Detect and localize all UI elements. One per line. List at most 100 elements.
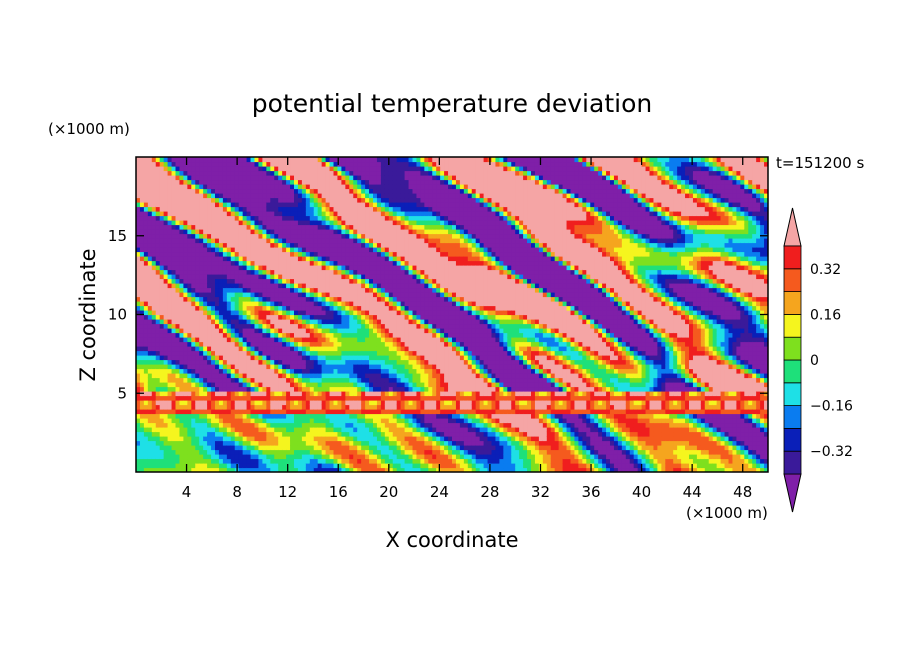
contour-cell <box>349 386 354 392</box>
contour-cell <box>266 247 271 253</box>
contour-cell <box>147 445 153 451</box>
contour-cell <box>215 175 220 181</box>
contour-cell <box>191 292 196 298</box>
contour-cell <box>317 373 323 379</box>
contour-cell <box>408 193 414 199</box>
contour-cell <box>313 364 319 370</box>
contour-cell <box>337 238 342 244</box>
contour-cell <box>246 229 252 235</box>
contour-cell <box>384 265 390 271</box>
contour-cell <box>151 400 157 406</box>
contour-cell <box>337 166 342 172</box>
contour-cell <box>282 215 287 221</box>
contour-cell <box>238 463 244 469</box>
contour-cell <box>238 355 244 361</box>
contour-cell <box>313 463 319 469</box>
contour-cell <box>294 463 299 469</box>
contour-cell <box>199 220 204 226</box>
contour-cell <box>199 256 204 262</box>
contour-cell <box>238 283 244 289</box>
contour-cell <box>392 337 398 343</box>
contour-cell <box>278 215 283 221</box>
contour-cell <box>345 188 350 194</box>
contour-cell <box>404 436 410 442</box>
contour-cell <box>404 269 410 275</box>
contour-cell <box>313 413 319 419</box>
contour-cell <box>305 323 311 329</box>
contour-cell <box>151 170 157 176</box>
contour-cell <box>305 413 311 419</box>
contour-cell <box>365 368 370 374</box>
contour-cell <box>408 260 414 266</box>
contour-cell <box>266 359 271 365</box>
contour-cell <box>290 314 295 320</box>
contour-cell <box>266 179 271 185</box>
contour-cell <box>384 436 390 442</box>
contour-cell <box>230 301 236 307</box>
contour-cell <box>258 355 263 361</box>
contour-cell <box>290 332 295 338</box>
contour-cell <box>357 287 362 293</box>
contour-cell <box>187 337 192 343</box>
contour-cell <box>151 197 157 203</box>
contour-cell <box>211 175 216 181</box>
contour-cell <box>282 386 287 392</box>
contour-cell <box>222 238 228 244</box>
contour-cell <box>207 292 212 298</box>
contour-cell <box>388 188 394 194</box>
contour-cell <box>321 350 327 356</box>
contour-cell <box>199 391 204 397</box>
contour-cell <box>155 341 161 347</box>
contour-cell <box>254 278 260 284</box>
contour-cell <box>349 373 354 379</box>
contour-cell <box>242 224 248 230</box>
contour-cell <box>250 256 256 262</box>
contour-cell <box>380 436 386 442</box>
contour-cell <box>278 427 283 433</box>
contour-cell <box>388 251 394 257</box>
contour-cell <box>270 197 275 203</box>
contour-cell <box>246 341 252 347</box>
contour-cell <box>211 278 216 284</box>
contour-cell <box>163 373 169 379</box>
contour-cell <box>207 346 212 352</box>
contour-cell <box>400 328 406 334</box>
contour-cell <box>143 404 149 410</box>
contour-cell <box>373 188 378 194</box>
contour-cell <box>211 467 216 472</box>
contour-cell <box>222 251 228 257</box>
contour-cell <box>171 310 177 316</box>
contour-cell <box>234 458 240 464</box>
contour-cell <box>305 206 311 212</box>
contour-cell <box>191 179 196 185</box>
contour-cell <box>396 422 402 428</box>
contour-cell <box>396 202 402 208</box>
contour-cell <box>242 278 248 284</box>
contour-cell <box>203 355 208 361</box>
contour-cell <box>392 229 398 235</box>
contour-cell <box>258 166 263 172</box>
contour-cell <box>179 463 184 469</box>
contour-cell <box>282 373 287 379</box>
contour-cell <box>246 175 252 181</box>
contour-cell <box>155 413 161 419</box>
contour-cell <box>211 440 216 446</box>
contour-cell <box>365 296 370 302</box>
contour-cell <box>317 274 323 280</box>
contour-cell <box>136 404 141 410</box>
contour-cell <box>230 251 236 257</box>
contour-cell <box>305 350 311 356</box>
contour-cell <box>266 449 271 455</box>
contour-cell <box>313 265 319 271</box>
contour-cell <box>396 341 402 347</box>
contour-cell <box>333 436 339 442</box>
contour-cell <box>404 175 410 181</box>
contour-cell <box>167 161 173 167</box>
contour-cell <box>309 436 315 442</box>
contour-cell <box>167 436 173 442</box>
contour-cell <box>297 395 303 401</box>
contour-cell <box>317 166 323 172</box>
contour-cell <box>408 404 414 410</box>
contour-cell <box>317 278 323 284</box>
contour-cell <box>325 202 331 208</box>
